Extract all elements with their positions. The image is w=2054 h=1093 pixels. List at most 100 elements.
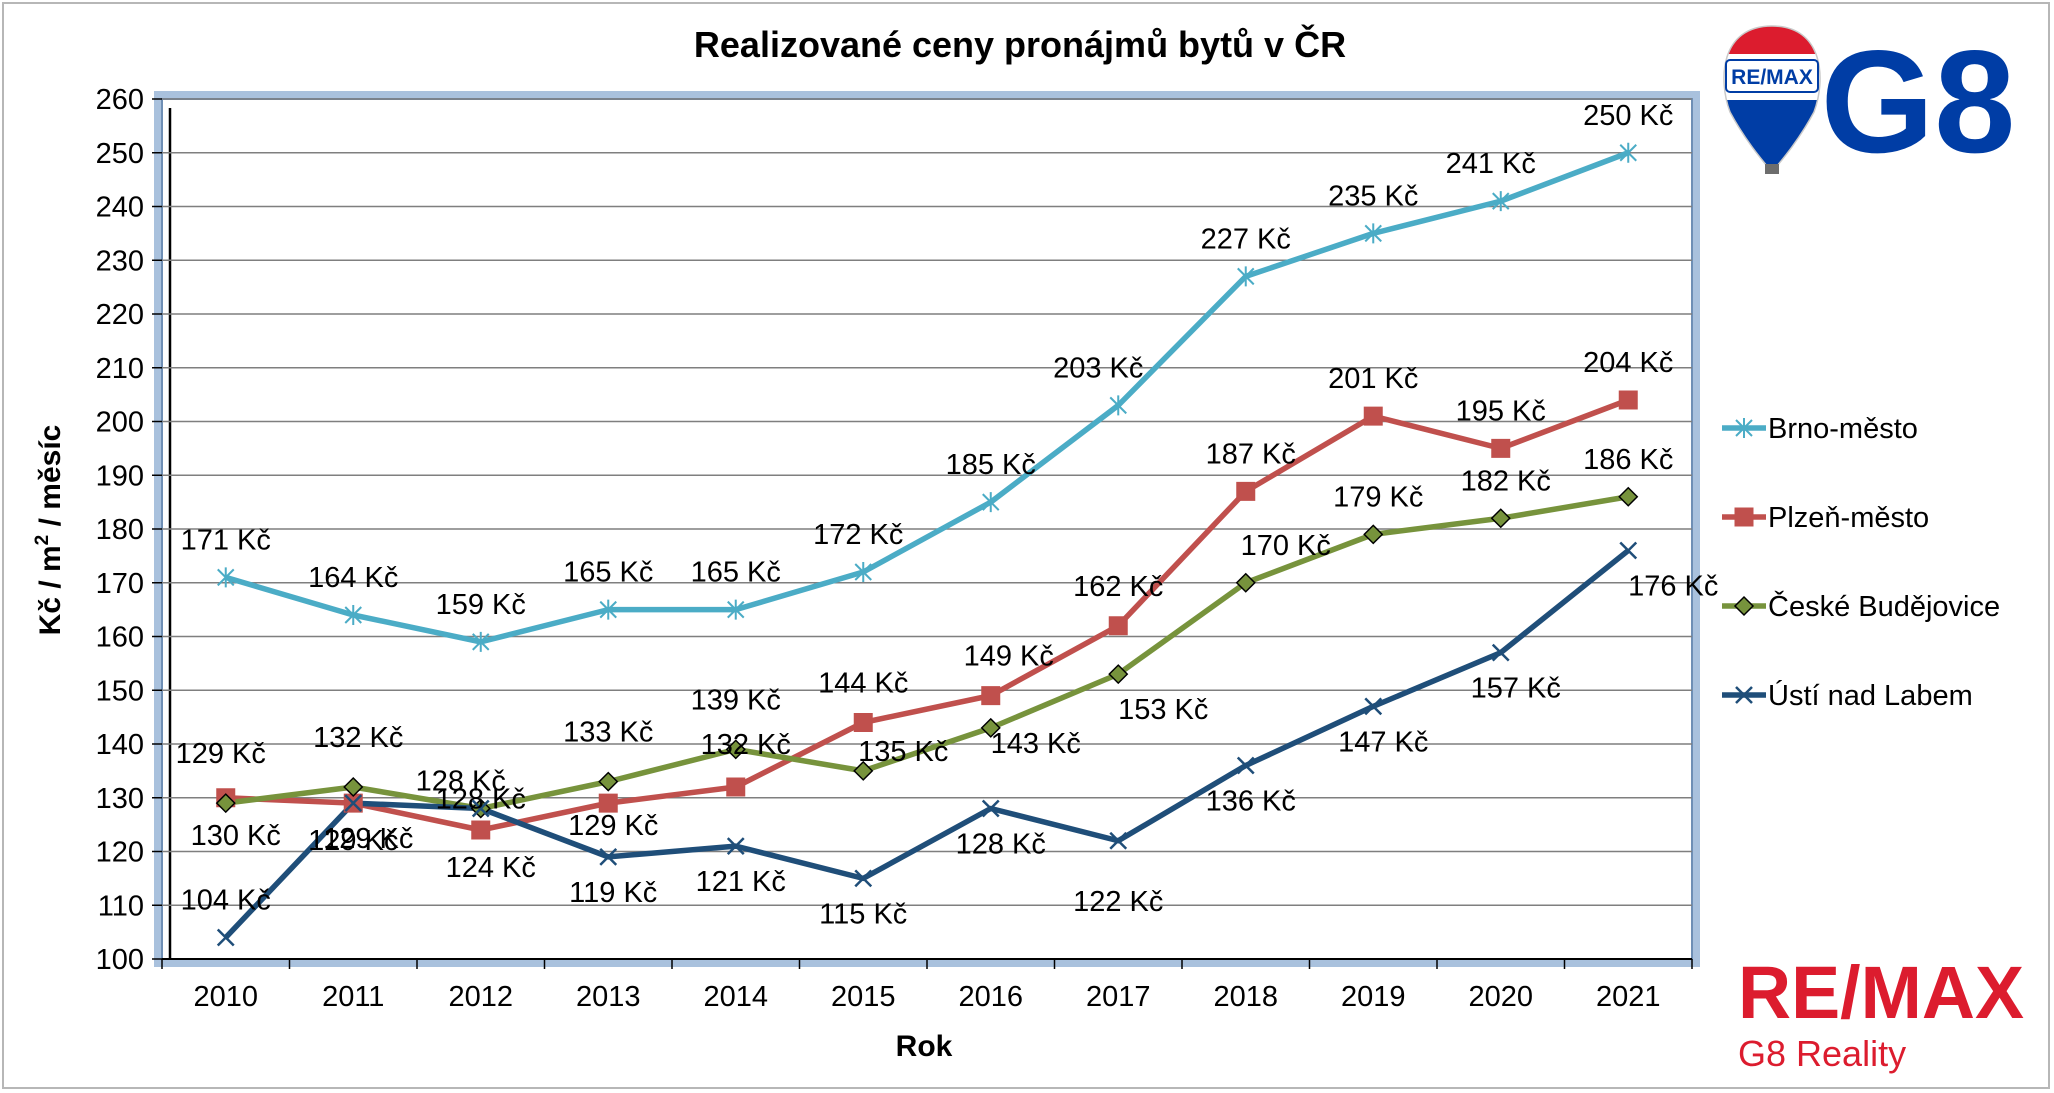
marker-diamond bbox=[1363, 524, 1384, 545]
data-label: 153 Kč bbox=[1118, 694, 1208, 726]
data-label: 129 Kč bbox=[568, 810, 658, 842]
data-label: 139 Kč bbox=[691, 684, 781, 716]
marker-x bbox=[726, 837, 745, 856]
marker-star bbox=[344, 605, 362, 625]
data-label: 165 Kč bbox=[691, 557, 781, 589]
marker-x bbox=[981, 799, 1000, 818]
marker-diamond bbox=[343, 776, 364, 798]
data-label: 176 Kč bbox=[1628, 571, 1718, 603]
y-tick-label: 120 bbox=[96, 837, 144, 869]
y-axis-title: Kč / m2 / měsíc bbox=[32, 425, 67, 636]
marker-square bbox=[1618, 390, 1638, 410]
y-tick-label: 190 bbox=[96, 460, 144, 492]
y-axis-title-superscript: 2 bbox=[32, 535, 53, 546]
marker-star bbox=[1492, 191, 1510, 212]
x-tick-label: 2014 bbox=[703, 981, 768, 1013]
y-tick-label: 150 bbox=[96, 675, 144, 707]
x-tick-label: 2011 bbox=[322, 981, 384, 1013]
marker-star bbox=[472, 631, 490, 652]
x-axis-title: Rok bbox=[896, 1030, 953, 1063]
marker-square bbox=[471, 820, 491, 840]
marker-star bbox=[854, 562, 872, 582]
marker-x bbox=[1619, 541, 1638, 560]
marker-diamond bbox=[725, 739, 746, 760]
y-axis-title-main: Kč / m bbox=[34, 545, 67, 635]
marker-star bbox=[1364, 223, 1382, 244]
marker-x bbox=[471, 799, 490, 818]
marker-x bbox=[344, 794, 363, 813]
data-label: 115 Kč bbox=[819, 898, 907, 930]
marker-x bbox=[854, 869, 873, 888]
marker-square bbox=[726, 777, 746, 797]
marker-square bbox=[853, 713, 873, 732]
gridlines bbox=[162, 98, 1692, 906]
data-labels: 171 Kč 164 Kč 159 Kč 165 Kč 165 Kč 172 Kč 185 … bbox=[176, 100, 1719, 931]
y-tick-label: 140 bbox=[96, 729, 144, 761]
marker-square bbox=[981, 686, 1001, 706]
marker-diamond bbox=[215, 793, 236, 814]
marker-diamond bbox=[1108, 664, 1129, 685]
data-label: 129 Kč bbox=[308, 825, 398, 857]
series-line bbox=[225, 397, 1630, 833]
data-label: 132 Kč bbox=[701, 729, 791, 761]
chart-title: Realizované ceny pronájmů bytů v ČR bbox=[694, 23, 1346, 65]
data-label: 143 Kč bbox=[991, 728, 1081, 760]
y-tick-label: 110 bbox=[98, 890, 144, 922]
data-label: 235 Kč bbox=[1328, 180, 1418, 212]
x-tick-label: 2015 bbox=[831, 981, 896, 1013]
data-label: 147 Kč bbox=[1338, 726, 1428, 758]
marker-square bbox=[1734, 507, 1754, 527]
legend-label: Plzeň-město bbox=[1768, 502, 1929, 534]
marker-star bbox=[1237, 266, 1255, 287]
legend-label: Brno-město bbox=[1768, 413, 1918, 445]
legend-label: České Budějovice bbox=[1768, 589, 2000, 623]
marker-star bbox=[982, 492, 1000, 513]
marker-square bbox=[1108, 616, 1128, 636]
data-label: 129 Kč bbox=[323, 823, 413, 855]
x-tick-label: 2017 bbox=[1086, 981, 1151, 1013]
data-label: 122 Kč bbox=[1073, 886, 1163, 918]
data-label: 121 Kč bbox=[696, 866, 786, 898]
marker-square bbox=[1491, 438, 1511, 458]
g8-logo-text: G8 bbox=[1821, 20, 2016, 183]
data-label: 185 Kč bbox=[946, 449, 1036, 481]
marker-star bbox=[1735, 418, 1753, 438]
marker-square bbox=[1363, 406, 1383, 426]
data-label: 172 Kč bbox=[813, 519, 903, 551]
data-label: 204 Kč bbox=[1583, 347, 1673, 379]
marker-star bbox=[727, 599, 745, 620]
data-label: 170 Kč bbox=[1241, 530, 1331, 562]
y-tick-label: 220 bbox=[96, 299, 144, 331]
data-label: 195 Kč bbox=[1456, 395, 1546, 427]
y-tick-label: 260 bbox=[96, 84, 144, 116]
legend-label: Ústí nad Labem bbox=[1768, 679, 1973, 712]
data-label: 227 Kč bbox=[1201, 223, 1291, 255]
data-label: 201 Kč bbox=[1328, 363, 1418, 395]
x-tick-label: 2013 bbox=[576, 981, 641, 1013]
y-tick-label: 230 bbox=[96, 245, 144, 277]
data-label: 128 Kč bbox=[956, 829, 1046, 861]
data-label: 129 Kč bbox=[176, 738, 266, 770]
x-tick-label: 2019 bbox=[1341, 981, 1406, 1013]
series-lines bbox=[215, 142, 1639, 947]
marker-diamond bbox=[980, 717, 1001, 738]
data-label: 157 Kč bbox=[1471, 673, 1561, 705]
data-label: 119 Kč bbox=[569, 877, 657, 909]
data-label: 133 Kč bbox=[563, 717, 653, 749]
marker-star bbox=[599, 599, 617, 620]
x-tick-label: 2020 bbox=[1468, 981, 1533, 1013]
y-tick-label: 240 bbox=[96, 192, 144, 224]
data-label: 128 Kč bbox=[416, 766, 506, 798]
y-axis-title-rest: / měsíc bbox=[34, 425, 67, 535]
remax-subtitle: G8 Reality bbox=[1738, 1033, 1906, 1074]
axes: 100 110 120 130 140 150 160 170 180 190 200 210 220 2… bbox=[96, 84, 1693, 1013]
data-label: 186 Kč bbox=[1583, 444, 1673, 476]
marker-star bbox=[1109, 395, 1127, 416]
marker-diamond bbox=[853, 760, 874, 781]
marker-square bbox=[598, 793, 618, 813]
y-tick-label: 180 bbox=[96, 514, 144, 546]
marker-x bbox=[1109, 831, 1128, 850]
data-label: 149 Kč bbox=[964, 641, 1054, 673]
data-label: 165 Kč bbox=[563, 557, 653, 589]
